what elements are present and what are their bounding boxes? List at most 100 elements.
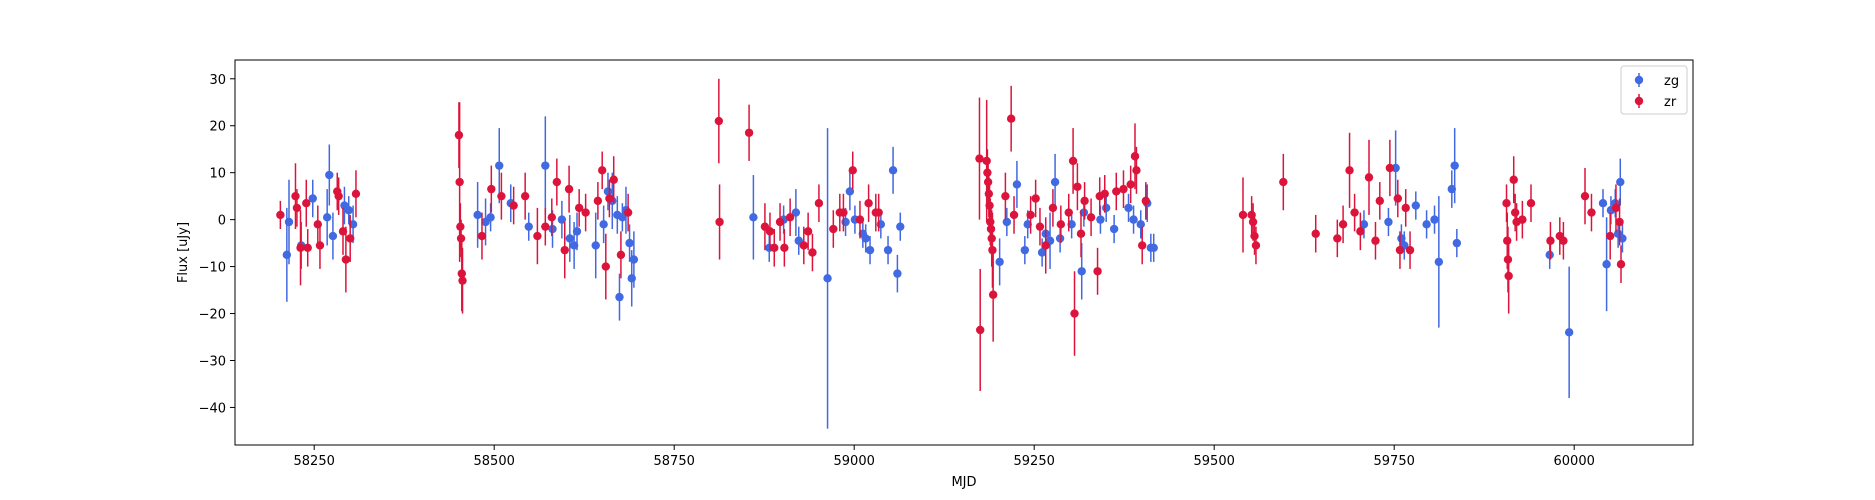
data-point-zr (1086, 213, 1096, 222)
data-point-zr (1248, 217, 1258, 227)
data-point-zr (1395, 245, 1405, 255)
data-point-zg (1564, 328, 1574, 337)
data-point-zg (841, 217, 850, 227)
data-point-zg (618, 213, 627, 222)
data-point-zr (1510, 208, 1520, 217)
data-point-zg (865, 245, 875, 255)
series-zr (276, 78, 1626, 392)
data-point-zr (1112, 187, 1121, 196)
data-point-zr (1064, 208, 1073, 217)
data-point-zr (346, 234, 355, 243)
data-point-zg (1067, 220, 1076, 229)
data-point-zr (1546, 236, 1555, 245)
data-point-zr (976, 325, 985, 335)
data-point-zr (334, 191, 343, 201)
series-zg (282, 116, 1627, 429)
data-point-zr (292, 203, 302, 213)
data-point-zr (988, 290, 998, 299)
data-point-zr (533, 231, 542, 241)
data-point-zr (1251, 241, 1261, 250)
x-tick-label: 59500 (1194, 454, 1235, 469)
data-point-zr (1006, 114, 1016, 123)
data-point-zg (615, 292, 624, 302)
data-point-zg (1616, 177, 1625, 187)
data-point-zr (1311, 229, 1320, 238)
data-point-zr (303, 243, 312, 253)
data-point-zr (814, 199, 824, 208)
y-tick-label: 20 (209, 120, 226, 135)
data-point-zr (1080, 196, 1089, 206)
data-point-zr (848, 166, 857, 175)
data-point-zr (1141, 196, 1151, 206)
data-point-zr (623, 208, 633, 217)
data-point-zr (1068, 156, 1078, 166)
data-point-zr (552, 177, 562, 187)
plot-layer (276, 78, 1627, 429)
data-point-zr (1559, 236, 1568, 245)
data-point-zr (609, 175, 618, 184)
data-point-zr (803, 227, 813, 236)
data-point-zr (1526, 199, 1536, 208)
data-point-zr (1350, 208, 1359, 217)
data-point-zr (1100, 189, 1109, 199)
data-point-zr (1138, 241, 1147, 250)
data-point-zg (1434, 257, 1444, 267)
y-tick-label: −10 (199, 261, 226, 276)
data-point-zr (598, 166, 607, 175)
tick-layer: 58250 58500 58750 59000 59250 59500 59750 60000… (199, 73, 1595, 469)
data-point-zr (581, 208, 590, 217)
data-point-zr (744, 128, 754, 137)
data-point-zr (455, 177, 464, 187)
legend: zg zr (1620, 65, 1688, 115)
y-axis-label: Flux [uJy] (176, 222, 191, 283)
data-point-zr (458, 276, 467, 285)
data-point-zg (1124, 203, 1133, 213)
data-point-zr (1580, 191, 1590, 201)
data-point-zr (1393, 194, 1403, 203)
x-axis-label: MJD (951, 475, 976, 490)
x-tick-label: 59000 (834, 454, 875, 469)
data-point-zg (1149, 243, 1158, 253)
data-point-zr (616, 250, 626, 260)
data-point-zg (599, 220, 608, 229)
data-point-zr (1279, 177, 1288, 187)
legend-label-zr: zr (1664, 95, 1677, 110)
data-point-zg (1012, 180, 1022, 189)
data-point-zg (1023, 220, 1032, 229)
data-point-zr (874, 208, 883, 217)
data-point-zr (1076, 229, 1086, 238)
data-point-zr (541, 222, 550, 231)
data-point-zg (1359, 220, 1369, 229)
data-point-zr (855, 215, 865, 224)
data-point-zg (348, 220, 358, 229)
data-point-zr (829, 224, 838, 234)
data-point-zr (564, 184, 574, 194)
data-point-zr (1606, 231, 1615, 241)
data-point-zr (487, 184, 496, 194)
x-tick-label: 58250 (294, 454, 335, 469)
y-tick-label: 0 (218, 214, 226, 229)
data-point-zr (1026, 210, 1035, 220)
data-point-zg (557, 215, 567, 224)
data-point-zg (495, 161, 504, 170)
data-point-zr (1502, 199, 1511, 208)
data-point-zr (808, 248, 817, 257)
data-point-zr (780, 243, 789, 253)
data-point-zg (1037, 248, 1047, 257)
data-point-zr (864, 199, 873, 208)
data-point-zr (1338, 220, 1348, 229)
x-tick-label: 59750 (1374, 454, 1415, 469)
data-point-zr (1401, 203, 1410, 213)
data-point-zr (1615, 217, 1624, 227)
data-point-zr (1031, 194, 1040, 203)
data-point-zr (1073, 182, 1082, 191)
legend-marker-zr (1634, 96, 1644, 106)
y-tick-label: 30 (209, 73, 226, 88)
data-point-zg (1077, 267, 1086, 276)
data-point-zr (1132, 166, 1141, 175)
data-point-zr (1048, 203, 1058, 213)
data-point-zg (1447, 184, 1457, 194)
data-point-zr (785, 213, 795, 222)
data-point-zg (603, 187, 613, 196)
